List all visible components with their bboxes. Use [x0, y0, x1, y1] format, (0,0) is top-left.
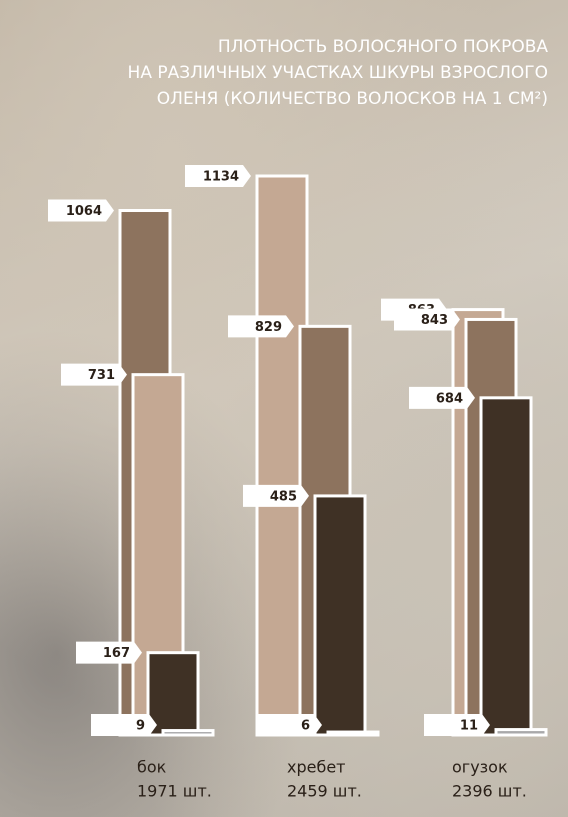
value-tag	[409, 386, 475, 409]
category-label: огузок	[452, 758, 508, 777]
bar	[313, 494, 367, 737]
bar	[146, 651, 200, 737]
value-label: 9	[136, 719, 145, 734]
bar	[161, 729, 215, 737]
value-tag	[424, 714, 490, 736]
value-label: 11	[460, 719, 478, 734]
value-tag	[228, 315, 294, 338]
value-label: 843	[421, 313, 448, 328]
value-tag	[394, 308, 460, 331]
category-label: хребет	[287, 758, 346, 777]
value-label: 1064	[66, 204, 102, 219]
value-tag	[76, 641, 142, 664]
value-label: 684	[436, 391, 463, 406]
category-total: 2396 шт.	[452, 782, 527, 801]
value-label: 829	[255, 320, 282, 335]
value-tag	[185, 165, 251, 187]
category-label: бок	[137, 758, 167, 777]
value-tag	[256, 714, 322, 736]
value-tag	[91, 714, 157, 736]
value-label: 485	[270, 489, 297, 504]
bar	[479, 396, 533, 737]
value-label: 731	[88, 368, 115, 383]
value-label: 6	[301, 719, 310, 734]
value-tag	[243, 484, 309, 507]
category-total: 1971 шт.	[137, 782, 212, 801]
value-label: 167	[103, 646, 130, 661]
category-total: 2459 шт.	[287, 782, 362, 801]
title-line: ОЛЕНЯ (КОЛИЧЕСТВО ВОЛОСКОВ НА 1 СМ²)	[157, 89, 548, 109]
bar	[494, 728, 548, 737]
value-label: 1134	[203, 170, 239, 185]
value-tag	[61, 363, 127, 386]
bar	[326, 730, 380, 737]
title-line: ПЛОТНОСТЬ ВОЛОСЯНОГО ПОКРОВА	[218, 37, 549, 57]
value-tag	[48, 199, 114, 222]
title-line: НА РАЗЛИЧНЫХ УЧАСТКАХ ШКУРЫ ВЗРОСЛОГО	[128, 63, 548, 83]
